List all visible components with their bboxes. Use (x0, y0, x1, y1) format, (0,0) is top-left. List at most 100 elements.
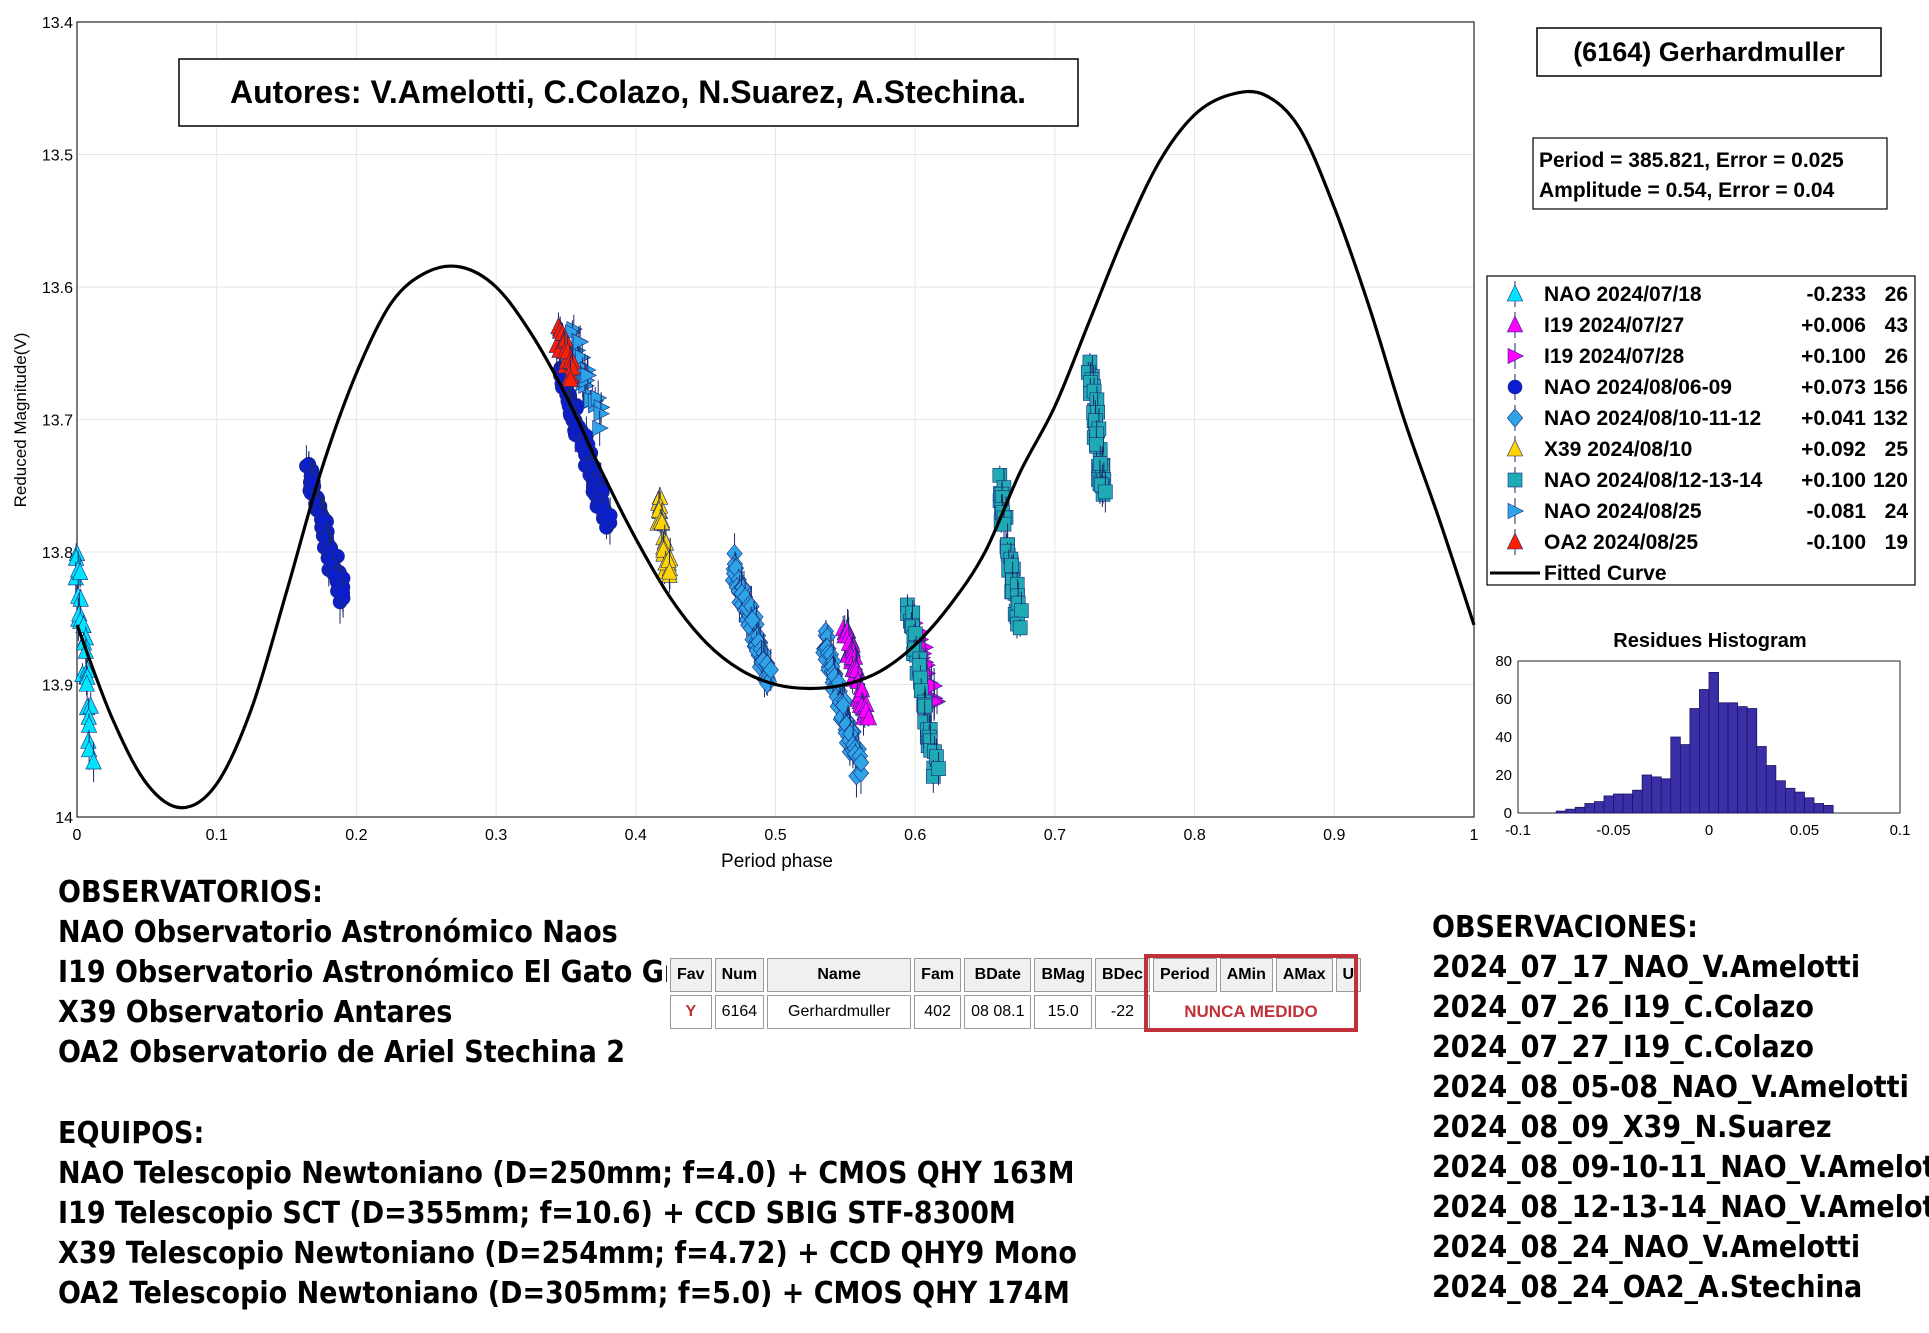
legend-offset: +0.100 (1801, 469, 1866, 492)
observacion-8: 2024_08_24_NAO_V.Amelotti (1432, 1230, 1861, 1265)
data-point (572, 333, 590, 351)
hist-bar (1660, 778, 1672, 814)
legend-label: NAO 2024/08/06-09 (1544, 376, 1732, 399)
hist-bar (1565, 808, 1576, 814)
x-tick-label: 0.7 (1044, 827, 1066, 844)
col-fam: Fam (914, 958, 962, 992)
data-point (71, 562, 89, 580)
hist-bar (1641, 774, 1653, 814)
observatorio-i19: I19 Observatorio Astronómico El Gato Gri… (58, 955, 703, 990)
legend-marker-icon (1506, 315, 1524, 333)
data-point (835, 695, 852, 716)
observacion-6: 2024_08_09-10-11_NAO_V.Amelotti (1432, 1150, 1929, 1185)
legend-marker-icon (1507, 379, 1523, 395)
hist-bar (1785, 787, 1796, 814)
legend-item: Fitted Curve (1490, 562, 1667, 585)
series-oa2-2024-08-25 (548, 312, 582, 399)
observaciones-section: OBSERVACIONES: 2024_07_17_NAO_V.Amelotti… (1432, 908, 1929, 1308)
period-highlight-box (1144, 954, 1358, 1032)
table-row: Y 6164 Gerhardmuller 402 08 08.1 15.0 -2… (670, 995, 1361, 1029)
period-text: Period = 385.821, Error = 0.025 (1539, 149, 1844, 172)
data-point (860, 708, 878, 726)
observacion-9: 2024_08_24_OA2_A.Stechina (1432, 1270, 1863, 1305)
legend-offset: +0.006 (1801, 314, 1866, 337)
data-point (602, 508, 618, 523)
hist-y-tick-label: 80 (1495, 653, 1512, 670)
observatorios-section: OBSERVATORIOS: NAO Observatorio Astronóm… (58, 873, 703, 1073)
col-amax: AMax (1275, 958, 1333, 992)
asteroid-info-table: Fav Num Name Fam BDate BMag BDec Period … (667, 955, 1365, 1032)
cell-name: Gerhardmuller (767, 995, 912, 1029)
title-box (1536, 27, 1882, 77)
x-tick-label: 0 (73, 827, 82, 844)
x-axis-label: Period phase (721, 851, 833, 872)
col-name: Name (767, 958, 912, 992)
legend-count: 132 (1873, 407, 1908, 430)
legend-offset: -0.100 (1806, 531, 1866, 554)
data-point (992, 468, 1008, 483)
observacion-7: 2024_08_12-13-14_NAO_V.Amelotti (1432, 1190, 1929, 1225)
data-point (653, 512, 671, 530)
main-axes-box (76, 21, 1475, 818)
hist-bar (1746, 708, 1758, 814)
data-point (85, 752, 102, 770)
hist-bar (1689, 708, 1700, 814)
fitted-curve-line (75, 89, 1476, 810)
x-tick-label: 0.9 (1323, 827, 1345, 844)
hist-bar (1718, 702, 1729, 814)
cell-fam: 402 (914, 995, 962, 1029)
hist-bar (1632, 789, 1643, 814)
legend-label: OA2 2024/08/25 (1544, 531, 1698, 554)
legend-offset: +0.100 (1801, 345, 1866, 368)
legend-marker-icon (1506, 408, 1524, 428)
x-tick-label: 0.2 (345, 827, 367, 844)
col-period: Period (1152, 958, 1217, 992)
legend-count: 43 (1885, 314, 1908, 337)
legend-label: NAO 2024/08/12-13-14 (1544, 469, 1763, 492)
data-point (1004, 557, 1020, 573)
legend-item: OA2 2024/08/25 -0.100 19 (1506, 529, 1908, 555)
data-point (1089, 392, 1105, 408)
legend-label: NAO 2024/08/10-11-12 (1544, 407, 1761, 430)
legend-label: X39 2024/08/10 (1544, 438, 1692, 461)
data-point (913, 670, 928, 686)
hist-bar (1794, 791, 1805, 814)
legend-label: I19 2024/07/27 (1544, 314, 1684, 337)
data-point (852, 763, 870, 783)
legend-label: Fitted Curve (1544, 562, 1667, 585)
observacion-4: 2024_08_05-08_NAO_V.Amelotti (1432, 1070, 1909, 1105)
y-tick-label: 13.6 (42, 280, 73, 297)
hist-bar (1651, 776, 1662, 814)
never-measured-note: NUNCA MEDIDO (1184, 1002, 1318, 1021)
legend-item: NAO 2024/08/25 -0.081 24 (1507, 498, 1908, 524)
data-point (580, 367, 597, 384)
equipo-nao: NAO Telescopio Newtoniano (D=250mm; f=4.… (58, 1156, 1075, 1191)
y-tick-label: 13.8 (42, 545, 73, 562)
amplitude-text: Amplitude = 0.54, Error = 0.04 (1539, 179, 1835, 202)
hist-bar (1765, 765, 1777, 814)
hist-bar (1727, 702, 1739, 814)
hist-bar (1804, 797, 1815, 814)
col-bdec: BDec (1095, 958, 1150, 992)
col-amin: AMin (1219, 958, 1273, 992)
legend-marker-icon (1506, 532, 1524, 550)
y-tick-label: 13.4 (42, 15, 73, 32)
fit-info-box (1532, 137, 1888, 210)
series-nao-2024-08-12-13-14 (900, 352, 1113, 793)
legend-item: X39 2024/08/10 +0.092 25 (1506, 436, 1908, 462)
hist-bar (1613, 793, 1624, 814)
legend-count: 26 (1885, 283, 1908, 306)
legend-count: 19 (1885, 531, 1908, 554)
data-point (1089, 437, 1104, 452)
hist-bar (1574, 806, 1586, 814)
observatorio-oa2: OA2 Observatorio de Ariel Stechina 2 (58, 1035, 626, 1070)
data-point (593, 405, 610, 422)
hist-bar (1584, 803, 1595, 814)
x-tick-label: 1 (1470, 827, 1479, 844)
x-tick-label: 0.3 (485, 827, 507, 844)
cell-num: 6164 (714, 995, 765, 1029)
y-axis-label: Reduced Magnitude(V) (11, 333, 30, 508)
legend-marker-icon (1507, 472, 1523, 488)
observatorio-x39: X39 Observatorio Antares (58, 995, 453, 1030)
observacion-1: 2024_07_17_NAO_V.Amelotti (1432, 950, 1861, 985)
